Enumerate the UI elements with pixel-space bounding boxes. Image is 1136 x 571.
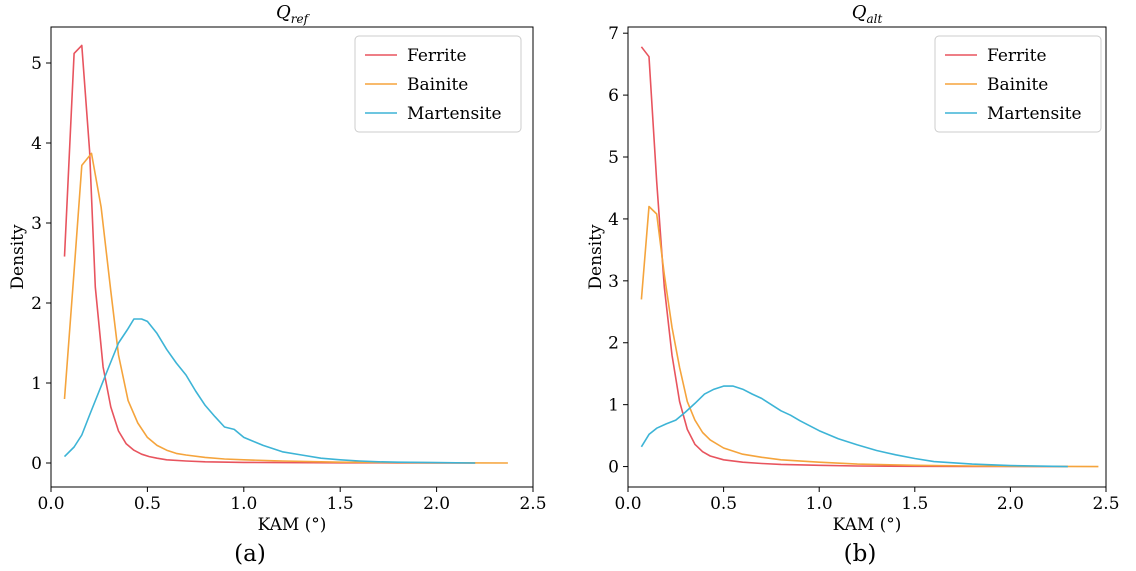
x-tick-label-a: 2.5 bbox=[519, 494, 546, 514]
legend-b: Ferrite Bainite Martensite bbox=[934, 35, 1102, 133]
x-axis-label-b: KAM (°) bbox=[833, 515, 902, 535]
axes-frame-a bbox=[50, 26, 534, 488]
series-group-b bbox=[640, 46, 1099, 468]
panel-caption-b: (b) bbox=[844, 541, 877, 567]
series-line-ferrite-a bbox=[63, 44, 476, 464]
y-axis-label-a: Density bbox=[8, 224, 28, 290]
x-axis-label-a: KAM (°) bbox=[258, 515, 327, 535]
y-tick-label-a: 4 bbox=[31, 134, 42, 154]
y-tick-label-b: 2 bbox=[608, 334, 619, 354]
series-line-bainite-a bbox=[63, 152, 508, 464]
y-tick-label-b: 5 bbox=[608, 148, 619, 168]
chart-title-b: Qalt bbox=[852, 2, 883, 26]
series-line-ferrite-b bbox=[640, 46, 1068, 468]
series-line-martensite-a bbox=[63, 318, 476, 464]
x-tick-label-a: 1.5 bbox=[327, 494, 354, 514]
y-tick-label-a: 0 bbox=[31, 454, 42, 474]
x-tick-label-b: 0.0 bbox=[614, 494, 641, 514]
y-tick-label-a: 1 bbox=[31, 374, 42, 394]
x-tick-label-b: 2.5 bbox=[1092, 494, 1119, 514]
axes-frame-b bbox=[627, 26, 1107, 488]
series-line-bainite-b bbox=[640, 205, 1099, 468]
y-tick-label-b: 1 bbox=[608, 396, 619, 416]
x-tick-label-b: 2.0 bbox=[997, 494, 1024, 514]
legend-box-a bbox=[354, 35, 522, 133]
legend-box-b bbox=[934, 35, 1102, 133]
series-line-martensite-b bbox=[640, 385, 1068, 468]
legend-label-martensite-b: Martensite bbox=[987, 104, 1082, 124]
x-tick-label-a: 2.0 bbox=[423, 494, 450, 514]
panel-caption-a: (a) bbox=[234, 541, 266, 567]
legend-a: Ferrite Bainite Martensite bbox=[354, 35, 522, 133]
y-tick-label-b: 0 bbox=[608, 458, 619, 478]
x-tick-label-a: 1.0 bbox=[230, 494, 257, 514]
legend-label-bainite-b: Bainite bbox=[987, 75, 1048, 95]
legend-label-ferrite-a: Ferrite bbox=[407, 46, 467, 66]
y-tick-label-b: 3 bbox=[608, 272, 619, 292]
legend-label-ferrite-b: Ferrite bbox=[987, 46, 1047, 66]
x-tick-label-a: 0.0 bbox=[37, 494, 64, 514]
y-tick-label-a: 2 bbox=[31, 294, 42, 314]
y-tick-label-a: 5 bbox=[31, 54, 42, 74]
y-tick-label-a: 3 bbox=[31, 214, 42, 234]
x-tick-label-b: 1.5 bbox=[901, 494, 928, 514]
x-tick-label-b: 0.5 bbox=[710, 494, 737, 514]
y-tick-label-b: 4 bbox=[608, 210, 619, 230]
chart-panel-a: Qref KAM (°) Density (a) 0.0 0.5 1.0 1.5 2.0… bbox=[8, 2, 547, 567]
legend-label-martensite-a: Martensite bbox=[407, 104, 502, 124]
chart-panel-b: Qalt KAM (°) Density (b) 0.0 0.5 1.0 1.5 2.0… bbox=[586, 2, 1120, 567]
series-group-a bbox=[63, 44, 508, 464]
y-tick-label-b: 7 bbox=[608, 24, 619, 44]
legend-label-bainite-a: Bainite bbox=[407, 75, 468, 95]
y-tick-label-b: 6 bbox=[608, 86, 619, 106]
y-axis-label-b: Density bbox=[586, 224, 606, 290]
x-tick-label-a: 0.5 bbox=[134, 494, 161, 514]
chart-title-a: Qref bbox=[276, 2, 311, 26]
x-tick-label-b: 1.0 bbox=[806, 494, 833, 514]
